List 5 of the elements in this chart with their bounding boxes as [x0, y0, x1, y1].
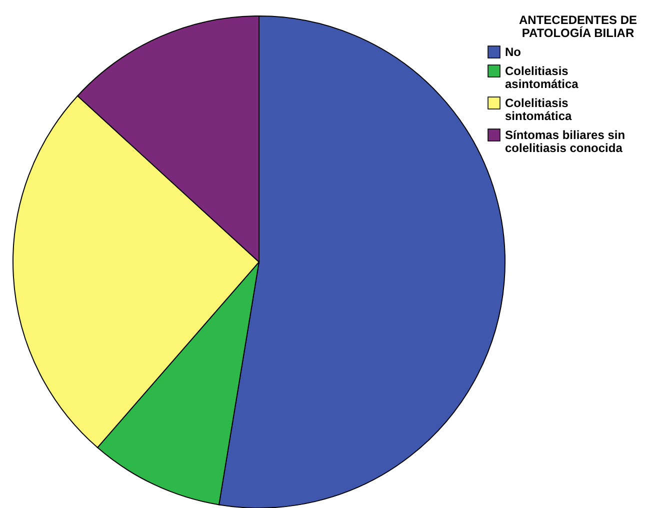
legend-label: Síntomas biliares sin colelitiasis conocida: [505, 128, 626, 155]
legend-label: Colelitiasis asintomática: [505, 64, 579, 91]
legend-title: ANTECEDENTES DE PATOLOGÍA BILIAR: [518, 13, 638, 40]
legend-label: Colelitiasis sintomática: [505, 96, 572, 123]
legend-label: No: [505, 45, 521, 59]
